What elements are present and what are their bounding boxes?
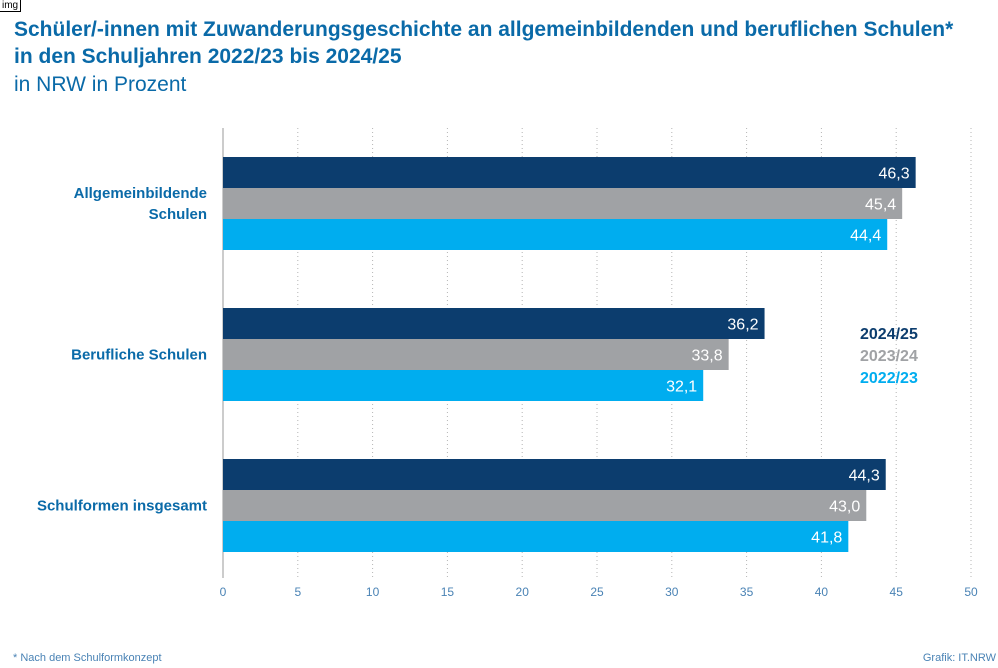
category-label: Allgemeinbildende (74, 185, 207, 202)
x-tick-label: 5 (294, 585, 301, 599)
data-label: 33,8 (692, 348, 723, 365)
legend-entry: 2024/25 (860, 326, 918, 343)
x-tick-label: 35 (740, 585, 754, 599)
bar (223, 157, 916, 188)
bar (223, 370, 704, 401)
data-label: 45,4 (865, 197, 896, 214)
data-label: 44,4 (850, 228, 881, 245)
x-tick-label: 20 (516, 585, 530, 599)
bar (223, 459, 886, 490)
bar (223, 188, 903, 219)
legend-entry: 2023/24 (860, 348, 918, 365)
bar (223, 219, 888, 250)
source-credit: Grafik: IT.NRW (922, 652, 996, 664)
chart-subtitle: in NRW in Prozent (14, 73, 187, 96)
bar (223, 308, 765, 339)
x-tick-label: 45 (890, 585, 904, 599)
legend-entry: 2022/23 (860, 370, 918, 387)
data-label: 36,2 (727, 317, 758, 334)
x-tick-label: 25 (590, 585, 604, 599)
x-tick-label: 15 (441, 585, 455, 599)
chart-title: Schüler/-innen mit Zuwanderungsgeschicht… (14, 18, 954, 68)
category-label: Schulen (149, 206, 207, 223)
x-tick-label: 30 (665, 585, 679, 599)
x-tick-label: 50 (964, 585, 978, 599)
data-label: 43,0 (829, 499, 860, 516)
category-label: Schulformen insgesamt (37, 498, 207, 515)
image-tag: img (0, 0, 22, 12)
data-label: 44,3 (849, 468, 880, 485)
category-label: Berufliche Schulen (71, 347, 207, 364)
bar (223, 521, 849, 552)
x-tick-label: 0 (220, 585, 227, 599)
data-label: 32,1 (666, 379, 697, 396)
x-tick-label: 10 (366, 585, 380, 599)
bar (223, 339, 729, 370)
data-label: 41,8 (811, 530, 842, 547)
data-label: 46,3 (879, 166, 910, 183)
bar (223, 490, 867, 521)
footnote: * Nach dem Schulformkonzept (13, 652, 162, 664)
x-tick-label: 40 (815, 585, 829, 599)
